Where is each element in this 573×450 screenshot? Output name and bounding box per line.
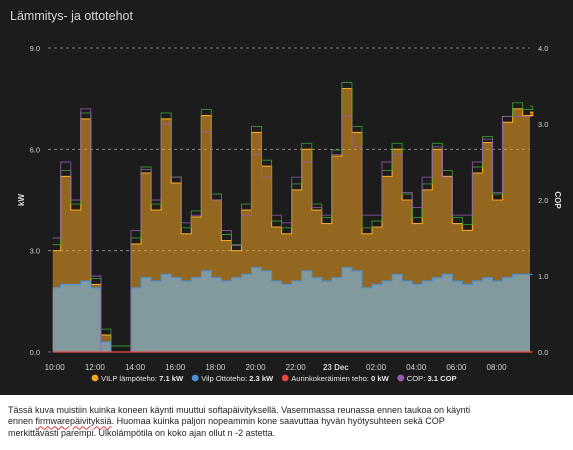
y-right-tick-label: 1.0 [538,272,548,281]
x-tick-label: 06:00 [446,363,467,372]
legend-label[interactable]: VILP lämpöteho: 7.1 kW [101,374,184,383]
x-tick-label: 18:00 [205,363,226,372]
series-areas [52,88,533,352]
green-line [52,82,534,347]
series-lines [52,82,534,353]
legend-series-value: 7.1 kW [159,374,184,383]
y-right-tick-label: 3.0 [538,120,548,129]
input-power-area [52,267,533,352]
legend-marker[interactable] [91,374,99,382]
x-tick-label: 04:00 [406,363,427,372]
cop-line [52,108,533,353]
legend-marker[interactable] [191,374,199,382]
y-right-tick-label: 2.0 [538,196,548,205]
x-tick-label: 16:00 [165,363,186,372]
legend-label[interactable]: COP: 3.1 COP [407,374,457,383]
caption-line-2: ennen firmwarepäivityksiä. Huomaa kuinka… [8,416,564,427]
caption-text: Tässä kuva muistiin kuinka koneen käynti… [8,405,564,439]
y-right-axis-title: COP [553,191,562,209]
legend-series-name: Aurinkokeräimien teho: [291,374,371,383]
legend-label[interactable]: Vilp Ottoteho: 2.3 kW [201,374,274,383]
legend-series-name: COP: [407,374,428,383]
y-left-tick-label: 6.0 [30,145,40,154]
x-tick-label: 02:00 [366,363,387,372]
legend-series-value: 0 kW [371,374,390,383]
x-tick-label: 20:00 [246,363,267,372]
legend-series-name: VILP lämpöteho: [101,374,159,383]
power-chart: 0.0 3.0 6.0 9.0 0.0 1.0 2.0 3.0 4.0 kW COP 10:00 12:… [17,44,562,383]
x-tick-label: 14:00 [125,363,146,372]
caption-line-3: merkittävästi parempi. Ulkolämpötila on … [8,427,276,438]
x-tick-label: 23 Dec [323,363,349,372]
caption-line-2-suffix: . Huomaa kuinka paljon nopeammin kone sa… [111,416,445,427]
y-right-tick-label: 0.0 [538,348,548,357]
chart-panel: Lämmitys- ja ottotehot 0.0 3.0 6.0 9.0 0.0 1.… [0,0,573,395]
x-tick-label: 22:00 [286,363,307,372]
legend-marker[interactable] [281,374,289,382]
panel-title: Lämmitys- ja ottotehot [10,9,133,23]
x-tick-label: 08:00 [487,363,508,372]
x-tick-label: 10:00 [45,363,66,372]
input-power-line [52,267,533,353]
y-left-tick-label: 3.0 [30,247,40,256]
y-left-axis-title: kW [17,194,26,206]
legend-series-value: 2.3 kW [249,374,274,383]
legend-series-value: 3.1 COP [427,374,456,383]
spellcheck-word: firmwarepäivityksiä [35,416,112,427]
legend-series-name: Vilp Ottoteho: [201,374,249,383]
legend-marker[interactable] [397,374,405,382]
y-left-tick-label: 0.0 [30,348,40,357]
y-right-tick-label: 4.0 [538,44,548,53]
y-left-tick-label: 9.0 [30,44,40,53]
caption-line-1: Tässä kuva muistiin kuinka koneen käynti… [8,405,471,415]
x-tick-label: 12:00 [85,363,106,372]
legend-label[interactable]: Aurinkokeräimien teho: 0 kW [291,374,389,383]
axes: 0.0 3.0 6.0 9.0 0.0 1.0 2.0 3.0 4.0 kW COP 10:00 12:… [17,44,562,372]
legend[interactable]: VILP lämpöteho: 7.1 kW Vilp Ottoteho: 2.3… [91,374,457,383]
caption-line-2-prefix: ennen [8,416,36,427]
